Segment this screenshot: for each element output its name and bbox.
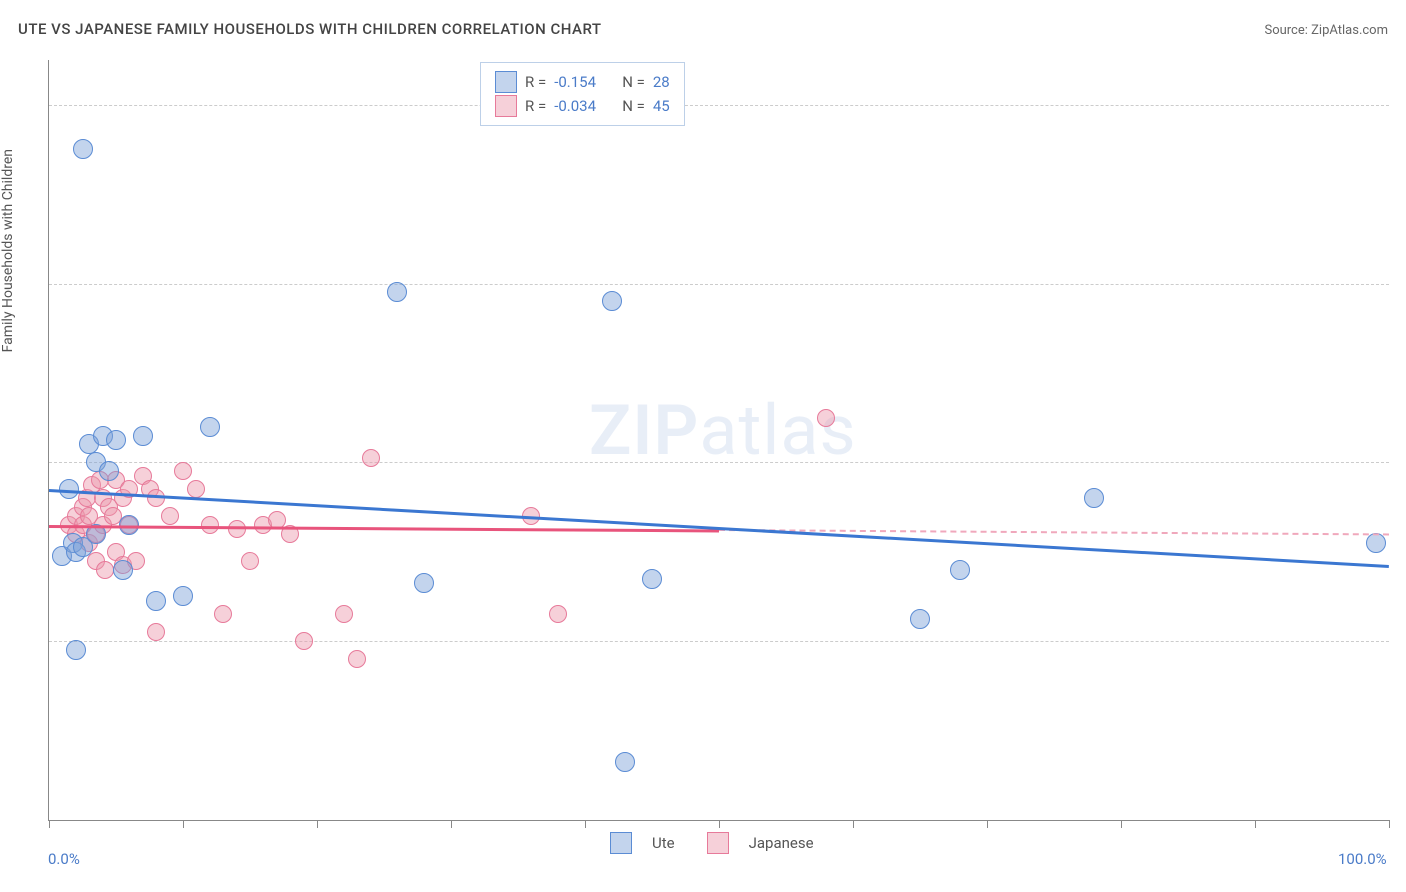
x-tick [451, 820, 452, 828]
n-label: N = [622, 97, 645, 115]
series-legend: Ute Japanese [610, 832, 826, 854]
ute-point [146, 591, 166, 611]
ute-point [602, 291, 622, 311]
x-tick [1255, 820, 1256, 828]
ute-point [950, 560, 970, 580]
watermark-zip: ZIP [589, 390, 699, 472]
ute-point [99, 461, 119, 481]
japanese-point [241, 552, 259, 570]
x-tick-label: 100.0% [1338, 850, 1387, 868]
source-name: ZipAtlas.com [1311, 23, 1388, 38]
ute-point [1366, 533, 1386, 553]
x-tick [853, 820, 854, 828]
ute-point [910, 609, 930, 629]
r-value: -0.154 [554, 73, 614, 91]
japanese-point [96, 561, 114, 579]
legend-series-label: Ute [652, 834, 675, 852]
n-value: 45 [653, 97, 670, 115]
legend-stats-row: R = -0.154 N = 28 [495, 71, 670, 93]
gridline [49, 284, 1389, 285]
legend-swatch [495, 71, 517, 93]
x-tick [1389, 820, 1390, 828]
japanese-point [335, 605, 353, 623]
r-value: -0.034 [554, 97, 614, 115]
source-label: Source: ZipAtlas.com [1264, 23, 1388, 38]
ute-point [615, 752, 635, 772]
legend-swatch [707, 832, 729, 854]
legend-series-label: Japanese [749, 834, 814, 852]
ute-point [133, 426, 153, 446]
gridline [49, 641, 1389, 642]
r-label: R = [525, 73, 546, 91]
ute-point [173, 586, 193, 606]
stats-legend: R = -0.154 N = 28 R = -0.034 N = 45 [480, 62, 685, 126]
japanese-point [549, 605, 567, 623]
ute-point [113, 560, 133, 580]
legend-swatch [495, 95, 517, 117]
n-value: 28 [653, 73, 670, 91]
title-bar: UTE VS JAPANESE FAMILY HOUSEHOLDS WITH C… [18, 20, 1388, 38]
ute-point [642, 569, 662, 589]
x-tick [49, 820, 50, 828]
ute-point [73, 139, 93, 159]
x-tick [183, 820, 184, 828]
japanese-point [348, 650, 366, 668]
scatter-plot: ZIPatlas 20.0%40.0%60.0%80.0% [48, 60, 1389, 821]
x-tick [317, 820, 318, 828]
japanese-point [214, 605, 232, 623]
x-tick [585, 820, 586, 828]
legend-stats-row: R = -0.034 N = 45 [495, 95, 670, 117]
gridline [49, 105, 1389, 106]
ute-point [106, 430, 126, 450]
x-tick [987, 820, 988, 828]
x-tick-label: 0.0% [48, 850, 80, 868]
source-prefix: Source: [1264, 23, 1311, 38]
x-tick [719, 820, 720, 828]
japanese-point [201, 516, 219, 534]
ute-point [387, 282, 407, 302]
japanese-point [147, 489, 165, 507]
ute-point [66, 640, 86, 660]
ute-point [200, 417, 220, 437]
trendline [49, 525, 719, 532]
japanese-point [187, 480, 205, 498]
japanese-point [228, 520, 246, 538]
japanese-point [174, 462, 192, 480]
japanese-point [817, 409, 835, 427]
ute-point [414, 573, 434, 593]
japanese-point [147, 623, 165, 641]
gridline [49, 462, 1389, 463]
chart-title: UTE VS JAPANESE FAMILY HOUSEHOLDS WITH C… [18, 20, 602, 38]
x-tick [1121, 820, 1122, 828]
watermark-atlas: atlas [699, 390, 856, 472]
japanese-point [295, 632, 313, 650]
japanese-point [161, 507, 179, 525]
y-axis-label: Family Households with Children [0, 149, 16, 352]
n-label: N = [622, 73, 645, 91]
watermark: ZIPatlas [589, 390, 857, 472]
japanese-point [362, 449, 380, 467]
r-label: R = [525, 97, 546, 115]
ute-point [1084, 488, 1104, 508]
legend-swatch [610, 832, 632, 854]
